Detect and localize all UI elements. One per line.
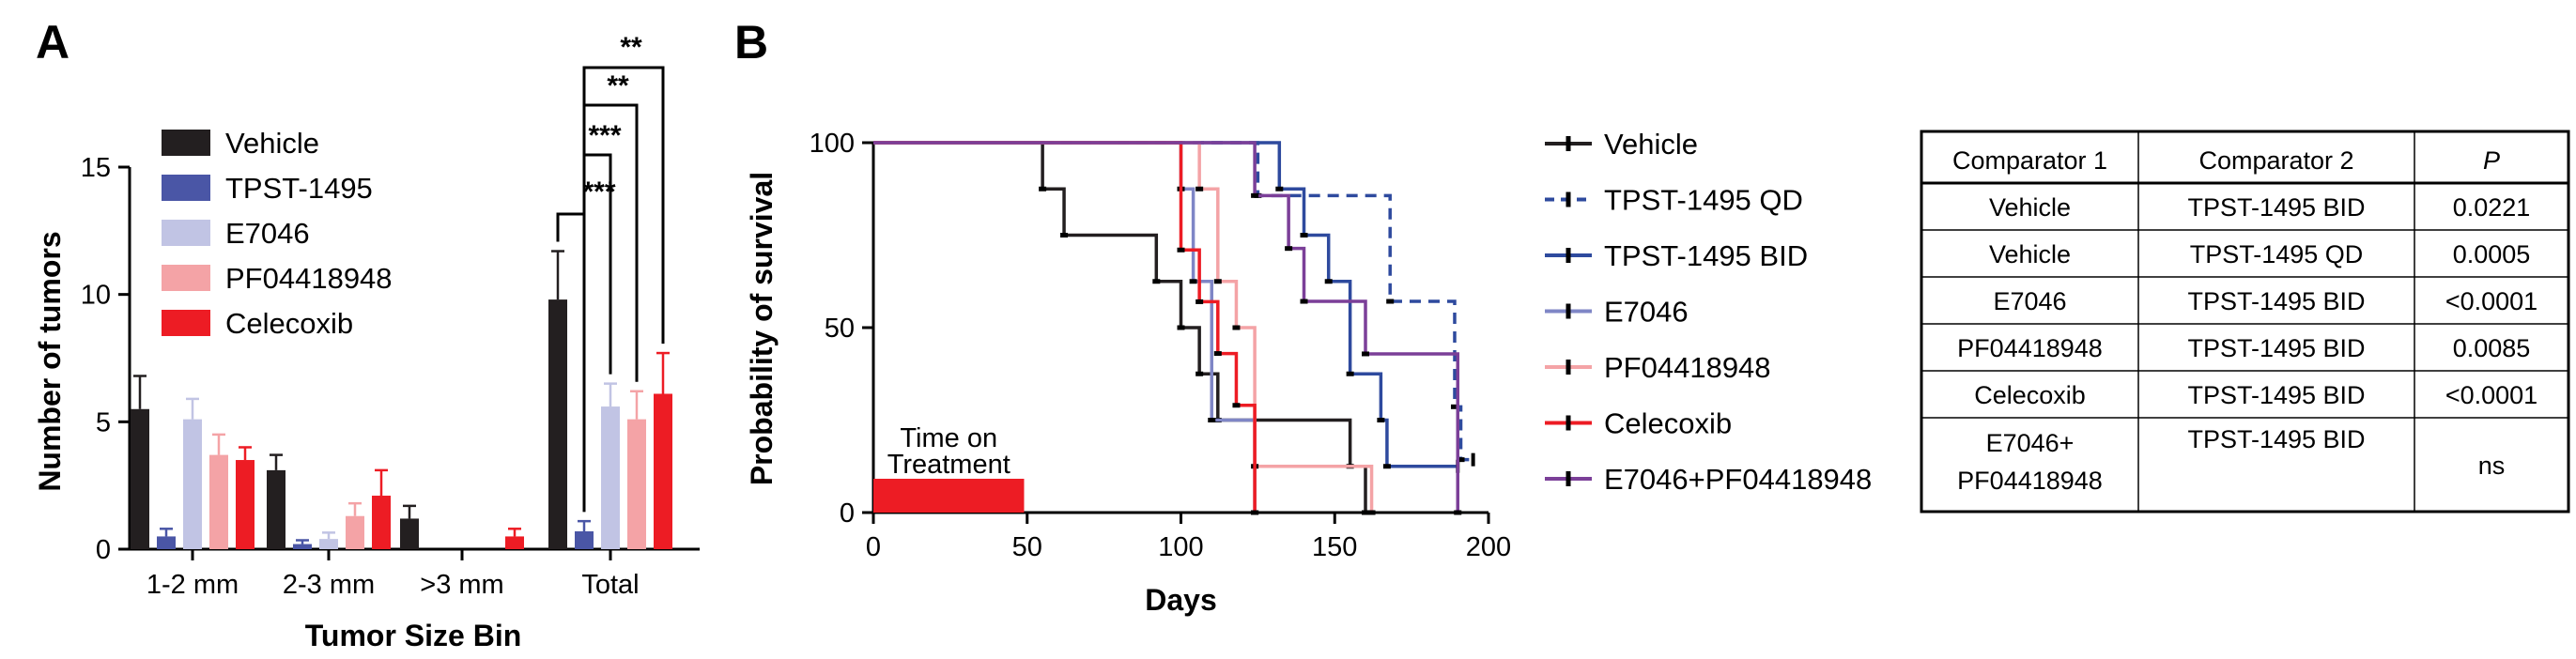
- bar-3-0: [209, 454, 228, 549]
- x-tick-label-2: >3 mm: [420, 570, 503, 600]
- table-cell-2-0: E7046: [1993, 287, 2066, 315]
- bar-4-0: [236, 460, 255, 549]
- bar-1-0: [157, 536, 176, 549]
- legend-label-5: Celecoxib: [1604, 407, 1732, 440]
- legend-label-2: E7046: [225, 217, 310, 250]
- bar-2-3: [601, 406, 620, 549]
- table-cell-2-2: <0.0001: [2445, 287, 2537, 315]
- table-header-1: Comparator 2: [2198, 146, 2353, 175]
- legend-label-4: PF04418948: [1604, 351, 1771, 384]
- y-tick-label-2: 100: [810, 129, 855, 159]
- treatment-bar: [873, 479, 1025, 513]
- legend-label-3: PF04418948: [225, 262, 393, 295]
- legend-label-6: E7046+PF04418948: [1604, 463, 1872, 496]
- table-cell-3-0: PF04418948: [1957, 334, 2103, 362]
- y-axis-title: Number of tumors: [33, 231, 67, 491]
- legend-label-4: Celecoxib: [225, 307, 353, 340]
- x-tick-label-3: 150: [1312, 532, 1357, 562]
- y-tick-label-1: 50: [825, 314, 855, 344]
- panel-label-b: B: [734, 16, 768, 69]
- survival-line-2: [873, 141, 1458, 468]
- y-tick-label-2: 10: [81, 281, 111, 311]
- sig-label-2: **: [607, 70, 629, 101]
- x-tick-label-0: 1-2 mm: [147, 570, 239, 600]
- legend-swatch-2: [162, 220, 210, 246]
- x-axis-title: Days: [1145, 583, 1217, 617]
- table-cell-3-1: TPST-1495 BID: [2187, 334, 2365, 362]
- pvalue-table: Comparator 1 Comparator 2 P Vehicle TPST-149…: [1920, 130, 2570, 513]
- bar-3-3: [627, 419, 646, 549]
- bar-0-3: [548, 299, 567, 549]
- y-tick-label-1: 5: [96, 407, 111, 437]
- table-header-2: P: [2483, 146, 2500, 175]
- bar-4-1: [372, 496, 391, 549]
- bar-3-1: [346, 515, 364, 549]
- sig-bracket-3: [582, 66, 665, 513]
- table-cell-1-1: TPST-1495 QD: [2190, 240, 2364, 268]
- legend-label-1: TPST-1495: [225, 172, 373, 205]
- table-border: [1920, 130, 2570, 513]
- legend-label-3: E7046: [1604, 296, 1689, 329]
- table-cell-5-0-line0: E7046+: [1986, 429, 2075, 457]
- x-tick-label-1: 50: [1012, 532, 1042, 562]
- x-tick-label-0: 0: [866, 532, 881, 562]
- survival-line-1: [873, 141, 1473, 462]
- survival-line-4: [873, 141, 1374, 513]
- treatment-label-line2: Treatment: [887, 450, 1010, 480]
- table-cell-0-1: TPST-1495 BID: [2187, 193, 2365, 222]
- survival-line-5: [873, 141, 1257, 513]
- legend-label-0: Vehicle: [1604, 128, 1698, 161]
- table-cell-2-1: TPST-1495 BID: [2187, 287, 2365, 315]
- table-cell-4-1: TPST-1495 BID: [2187, 381, 2365, 409]
- table-cell-3-2: 0.0085: [2453, 334, 2531, 362]
- table-cell-0-0: Vehicle: [1989, 193, 2071, 222]
- sig-label-3: **: [620, 32, 642, 63]
- legend-swatch-0: [162, 130, 210, 156]
- x-tick-label-2: 100: [1158, 532, 1203, 562]
- bar-chart-tumors: 0 5 10 15 1-2 mm 2-3 mm >3 mm Total Tumor Size B…: [33, 32, 700, 652]
- x-tick-label-3: Total: [581, 570, 639, 600]
- survival-chart: 0 50 100 0 50 100 150 200 Days Probability of sur…: [745, 128, 1872, 617]
- sig-label-1: ***: [588, 120, 621, 151]
- table-cell-1-0: Vehicle: [1989, 240, 2071, 268]
- bar-0-0: [131, 408, 149, 549]
- x-axis-title: Tumor Size Bin: [305, 619, 522, 652]
- table-cell-1-2: 0.0005: [2453, 240, 2531, 268]
- bar-0-1: [267, 469, 285, 549]
- y-tick-label-3: 15: [81, 153, 111, 183]
- bar-1-3: [575, 531, 594, 549]
- table-cell-5-2: ns: [2478, 452, 2506, 480]
- treatment-label-line1: Time on: [900, 423, 997, 453]
- table-cell-4-0: Celecoxib: [1974, 381, 2086, 409]
- legend-swatch-3: [162, 265, 210, 291]
- bar-4-3: [654, 393, 672, 549]
- y-axis-title: Probability of survival: [745, 172, 779, 485]
- table-cell-4-2: <0.0001: [2445, 381, 2537, 409]
- legend-label-0: Vehicle: [225, 127, 319, 160]
- table-header-0: Comparator 1: [1952, 146, 2107, 175]
- y-tick-label-0: 0: [840, 498, 855, 529]
- table-cell-5-0-line1: PF04418948: [1957, 467, 2103, 495]
- survival-line-6: [873, 141, 1459, 513]
- bar-2-1: [319, 539, 338, 549]
- x-tick-label-1: 2-3 mm: [283, 570, 375, 600]
- bar-0-2: [400, 518, 419, 549]
- legend-label-2: TPST-1495 BID: [1604, 239, 1808, 272]
- table-cell-0-2: 0.0221: [2453, 193, 2531, 222]
- legend-swatch-4: [162, 310, 210, 336]
- table-cell-5-1: TPST-1495 BID: [2187, 425, 2365, 453]
- panel-label-a: A: [36, 16, 69, 69]
- x-tick-label-4: 200: [1466, 532, 1511, 562]
- bar-1-1: [293, 544, 312, 549]
- bar-2-0: [183, 419, 202, 549]
- bar-4-2: [505, 536, 524, 549]
- y-tick-label-0: 0: [96, 535, 111, 565]
- legend-swatch-1: [162, 175, 210, 201]
- legend-label-1: TPST-1495 QD: [1604, 184, 1803, 217]
